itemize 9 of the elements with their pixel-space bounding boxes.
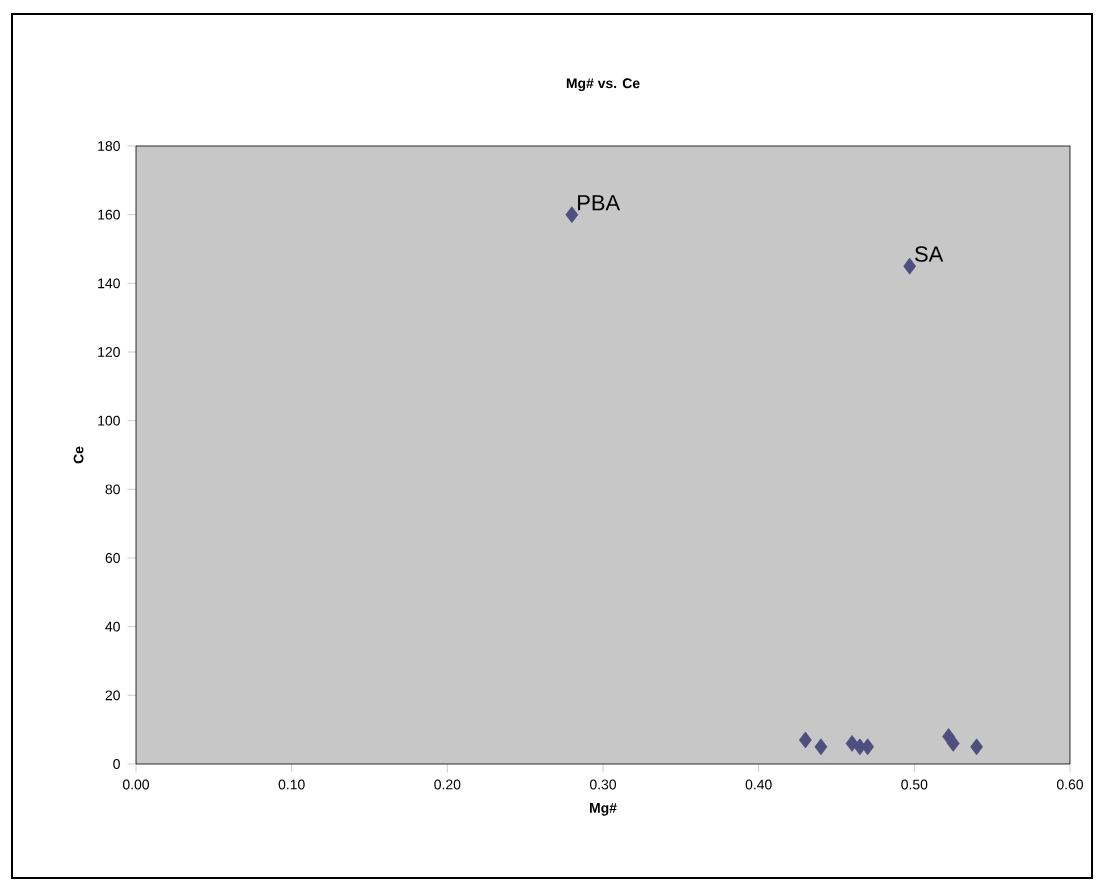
point bbox=[861, 738, 875, 756]
point bbox=[565, 206, 579, 224]
point bbox=[814, 738, 828, 756]
point bbox=[799, 731, 812, 749]
point bbox=[970, 738, 983, 756]
point bbox=[946, 735, 960, 752]
annotation: SA bbox=[915, 246, 944, 262]
annotation: PBA bbox=[578, 195, 621, 211]
point bbox=[903, 257, 917, 275]
